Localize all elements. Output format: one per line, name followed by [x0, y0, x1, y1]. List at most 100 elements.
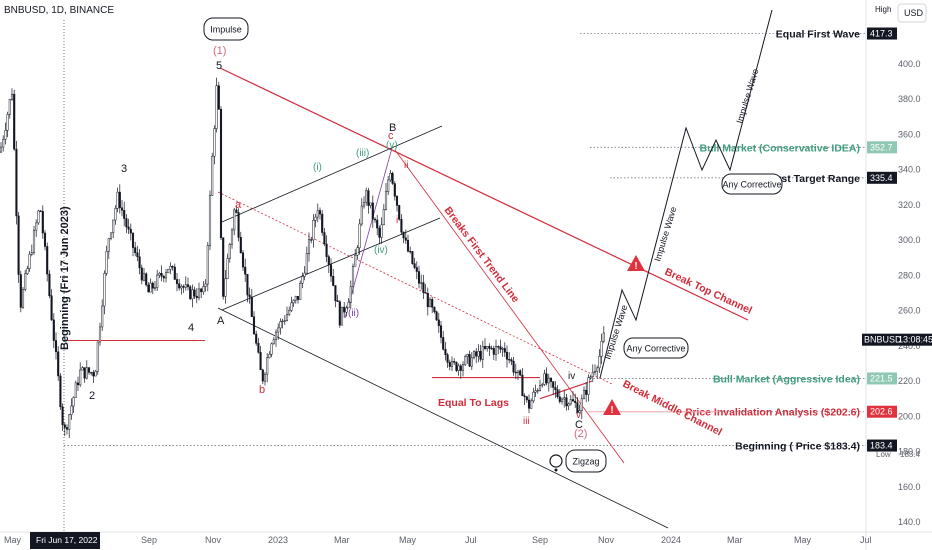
currency-button[interactable]: [897, 3, 927, 23]
candle-body: [422, 282, 425, 293]
candle-body: [272, 339, 275, 345]
candle-body: [563, 397, 566, 400]
candle-body: [307, 239, 311, 254]
wave-label: (iii): [356, 148, 369, 159]
price-tick-label: 320.0: [898, 200, 921, 210]
zigzag-box[interactable]: [565, 449, 607, 473]
candle-body: [107, 238, 110, 252]
candle-body: [519, 370, 522, 376]
any-corrective-box-1[interactable]: [721, 173, 783, 195]
upper-wedge-line: [221, 125, 443, 223]
candlestick-series: [0, 77, 605, 439]
price-axis-background[interactable]: [866, 0, 932, 550]
candle-body: [376, 219, 379, 229]
candle-body: [191, 289, 194, 300]
candle-body: [228, 243, 231, 259]
symbol-timer-text: 13:08:45: [898, 335, 932, 345]
time-tick-label: May: [4, 535, 22, 545]
candle-body: [497, 346, 500, 348]
candle-body: [380, 224, 383, 238]
candle-body: [35, 222, 38, 231]
impulse-box-label: Impulse: [210, 25, 242, 35]
candle-body: [369, 202, 372, 206]
candle-body: [237, 212, 240, 238]
symbol-badge: [862, 333, 932, 346]
candle-body: [233, 209, 236, 231]
price-axis-ticks: 140.0 160.0 180.0 200.0 220.0 240.0 260.0 280.0…: [898, 59, 921, 527]
candle-body: [101, 305, 104, 328]
bottom-channel-line: [217, 307, 669, 529]
candle-body: [239, 237, 242, 254]
candle-body: [261, 369, 264, 382]
time-tick-label: Sep: [141, 535, 157, 545]
candle-body: [461, 364, 465, 371]
candle-body: [325, 243, 328, 257]
candle-body: [448, 362, 451, 367]
candle-body: [442, 337, 445, 350]
candle-body: [580, 398, 583, 411]
candle-body: [61, 406, 64, 426]
candle-body: [545, 373, 548, 384]
candle-body: [246, 273, 249, 296]
any-corrective-box-2[interactable]: [623, 337, 689, 359]
currency-label[interactable]: USD: [904, 8, 924, 18]
crosshair-date-label: Fri Jun 17, 2022: [36, 535, 98, 545]
candle-body: [593, 370, 597, 373]
candle-body: [195, 295, 198, 299]
candle-body: [367, 190, 370, 206]
candle-body: [136, 252, 139, 258]
candle-body: [334, 285, 337, 301]
candle-body: [598, 356, 601, 369]
candle-body: [457, 365, 460, 371]
price-badges: 417.3 352.7 335.4 221.5 202.6 183.4 BNBUSD13:0…: [862, 27, 932, 459]
candle-body: [389, 172, 392, 181]
price-tick-label: 380.0: [898, 94, 921, 104]
candle-body: [257, 342, 260, 353]
candle-body: [490, 347, 493, 350]
candle-body: [2, 138, 5, 148]
candle-body: [24, 273, 27, 290]
candle-body: [437, 319, 440, 326]
candle-body: [488, 346, 491, 349]
candle-body: [219, 109, 223, 239]
low-value: 183.4: [900, 450, 921, 459]
candle-body: [382, 209, 385, 226]
candle-body: [602, 332, 605, 342]
candle-body: [103, 273, 106, 307]
candle-body: [17, 215, 20, 275]
candle-body: [327, 256, 330, 265]
candle-body: [314, 216, 317, 221]
candle-body: [197, 288, 201, 299]
candle-body: [15, 148, 18, 217]
candle-body: [37, 210, 40, 224]
price-badge-text: 202.6: [870, 407, 893, 417]
candle-body: [347, 302, 350, 309]
scale-badge[interactable]: [868, 3, 894, 15]
candle-body: [582, 389, 586, 400]
candle-body: [391, 172, 394, 184]
candle-body: [514, 371, 517, 374]
candle-body: [404, 237, 407, 241]
impulse-box[interactable]: [203, 17, 249, 41]
candle-body: [41, 211, 44, 234]
candle-body: [560, 398, 564, 402]
candle-body: [475, 351, 478, 357]
candle-body: [105, 251, 108, 274]
wave-label: C: [575, 419, 583, 431]
candle-body: [393, 183, 396, 197]
first-trend-line: [394, 149, 625, 464]
candle-body: [356, 247, 359, 256]
projection-path: [599, 9, 773, 379]
scale-label[interactable]: High: [875, 5, 891, 14]
candle-body: [215, 85, 218, 129]
candle-body: [558, 396, 561, 402]
wave-label: (1): [213, 45, 226, 57]
candle-body: [138, 256, 141, 269]
candle-body: [329, 264, 333, 277]
candle-body: [92, 372, 95, 377]
candle-body: [479, 351, 482, 360]
level-label: Bull Market (Conservative IDEA): [700, 142, 860, 154]
candle-body: [288, 310, 291, 315]
candle-body: [283, 320, 286, 322]
